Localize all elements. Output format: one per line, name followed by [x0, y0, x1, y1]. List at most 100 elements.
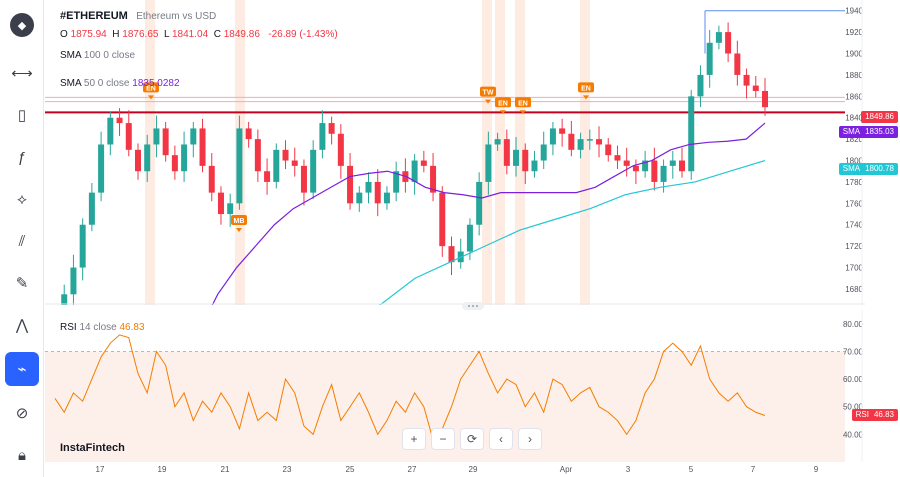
candle-body	[319, 123, 326, 150]
ohlc-open-value: 1875.94	[70, 29, 107, 40]
event-label: TW	[483, 90, 494, 97]
sma100-badge: SMA 1800.78	[838, 163, 898, 175]
price-tick-label: 1880	[845, 71, 863, 80]
candle-body	[208, 165, 215, 193]
candle-body	[125, 123, 132, 150]
candle-body	[254, 139, 261, 172]
sma100-params: 100 0 close	[83, 50, 136, 61]
candle-body	[531, 160, 538, 172]
patterns-icon[interactable]: ⋀	[15, 317, 29, 334]
candle-body	[559, 128, 566, 134]
sma50-legend[interactable]: SMA 50 0 close 1835.0282	[60, 78, 180, 89]
rsi-tick-label: 80.00	[843, 320, 864, 329]
scroll-back-button[interactable]: ‹	[489, 428, 513, 450]
candle-body	[383, 192, 390, 204]
sma50-params: 50 0 close	[83, 78, 130, 89]
candle-body	[679, 160, 686, 172]
time-tick-label: 25	[346, 465, 355, 474]
candle-body	[660, 165, 667, 182]
price-tick-label: 1940	[845, 7, 863, 16]
indicators-icon[interactable]: ƒ	[17, 148, 27, 166]
ohlc-legend: O 1875.94 H 1876.65 L 1841.04 C 1849.86 …	[60, 29, 338, 40]
candle-body	[715, 32, 722, 43]
event-band	[495, 0, 505, 305]
event-marker	[231, 215, 247, 226]
candle-body	[577, 139, 584, 150]
pane-resize-handle[interactable]	[462, 302, 484, 310]
event-marker	[515, 97, 531, 108]
candle-body	[116, 117, 123, 124]
candle-body	[586, 139, 593, 141]
event-label: EN	[498, 100, 508, 107]
left-toolbar: ◆ ⟷ ▯ ƒ ⟡ ⫽ ✎ ⋀ ⌁ ⊘ 🔒︎	[0, 0, 44, 477]
magnet-icon[interactable]: ⌁	[5, 352, 39, 386]
candle-body	[623, 160, 630, 166]
ohlc-close-label: C	[213, 29, 221, 40]
lock-icon[interactable]: 🔒︎	[18, 446, 26, 464]
candle-body	[476, 181, 483, 225]
time-axis: 17 19 21 23 25 27 29 Apr 3 5 7 9	[96, 465, 819, 474]
candle-body	[762, 90, 768, 108]
zoom-in-button[interactable]: +	[402, 428, 426, 450]
candle-body	[642, 160, 649, 172]
candle-body	[596, 139, 603, 145]
ohlc-open-label: O	[60, 29, 68, 40]
candle-body	[448, 246, 455, 263]
event-label: EN	[146, 85, 156, 92]
hide-icon[interactable]: ⊘	[15, 405, 29, 422]
candle-body	[549, 128, 556, 145]
rsi-badge: RSI 46.83	[851, 409, 898, 421]
template-icon[interactable]: ⟷	[11, 65, 33, 82]
price-tick-label: 1760	[845, 199, 863, 208]
candle-body	[273, 149, 280, 182]
symbol-name: #ETHEREUM	[60, 10, 128, 22]
ohlc-low-value: 1841.04	[172, 29, 209, 40]
price-tick-label: 1740	[845, 221, 863, 230]
rsi-tick-label: 40.00	[843, 430, 864, 439]
candle-body	[365, 181, 372, 193]
event-arrow	[485, 99, 491, 104]
time-tick-label: 9	[814, 465, 819, 474]
candle-body	[107, 117, 114, 145]
candle-body	[522, 149, 529, 172]
scroll-forward-button[interactable]: ›	[518, 428, 542, 450]
candle-body	[162, 128, 169, 156]
event-arrow	[500, 110, 506, 115]
chart-legend: #ETHEREUM Ethereum vs USD	[60, 10, 216, 22]
price-tick-label: 1720	[845, 242, 863, 251]
time-tick-label: 19	[158, 465, 167, 474]
candle-body	[439, 192, 446, 247]
event-marker	[495, 97, 511, 108]
drawing-icon[interactable]: ⟡	[17, 190, 27, 208]
event-label: MB	[234, 218, 245, 225]
candle-body	[98, 144, 105, 193]
candle-body	[568, 133, 575, 150]
rsi-legend[interactable]: RSI 14 close 46.83	[60, 322, 145, 333]
price-tick-label: 1840	[845, 114, 863, 123]
price-chart[interactable]: EN MB TW EN EN EN 1940 1920 1900 1880 1860 1840 1820…	[45, 0, 865, 305]
ohlc-high-label: H	[112, 29, 120, 40]
event-marker	[578, 82, 594, 93]
price-tick-label: 1780	[845, 178, 863, 187]
sma50-badge: SMA 1835.03	[838, 126, 898, 138]
candles-icon[interactable]: ▯	[17, 107, 27, 124]
brush-icon[interactable]: ✎	[15, 275, 29, 292]
candle-body	[374, 181, 381, 204]
sma50-badge-value: 1835.03	[865, 127, 894, 136]
candle-body	[79, 224, 86, 268]
candle-body	[134, 149, 141, 172]
candle-body	[752, 85, 759, 91]
candle-body	[236, 128, 243, 204]
rsi-tick-label: 70.00	[843, 347, 864, 356]
sma100-legend[interactable]: SMA 100 0 close	[60, 50, 135, 61]
candle-body	[291, 160, 298, 166]
event-arrow	[148, 95, 154, 100]
zoom-out-button[interactable]: −	[431, 428, 455, 450]
event-arrow	[520, 110, 526, 115]
sma100-badge-value: 1800.78	[865, 164, 894, 173]
candle-body	[706, 42, 713, 75]
sma100-name: SMA	[60, 50, 82, 61]
reset-button[interactable]: ⟳	[460, 428, 484, 450]
ohlc-low-label: L	[164, 29, 170, 40]
lines-icon[interactable]: ⫽	[18, 232, 26, 250]
